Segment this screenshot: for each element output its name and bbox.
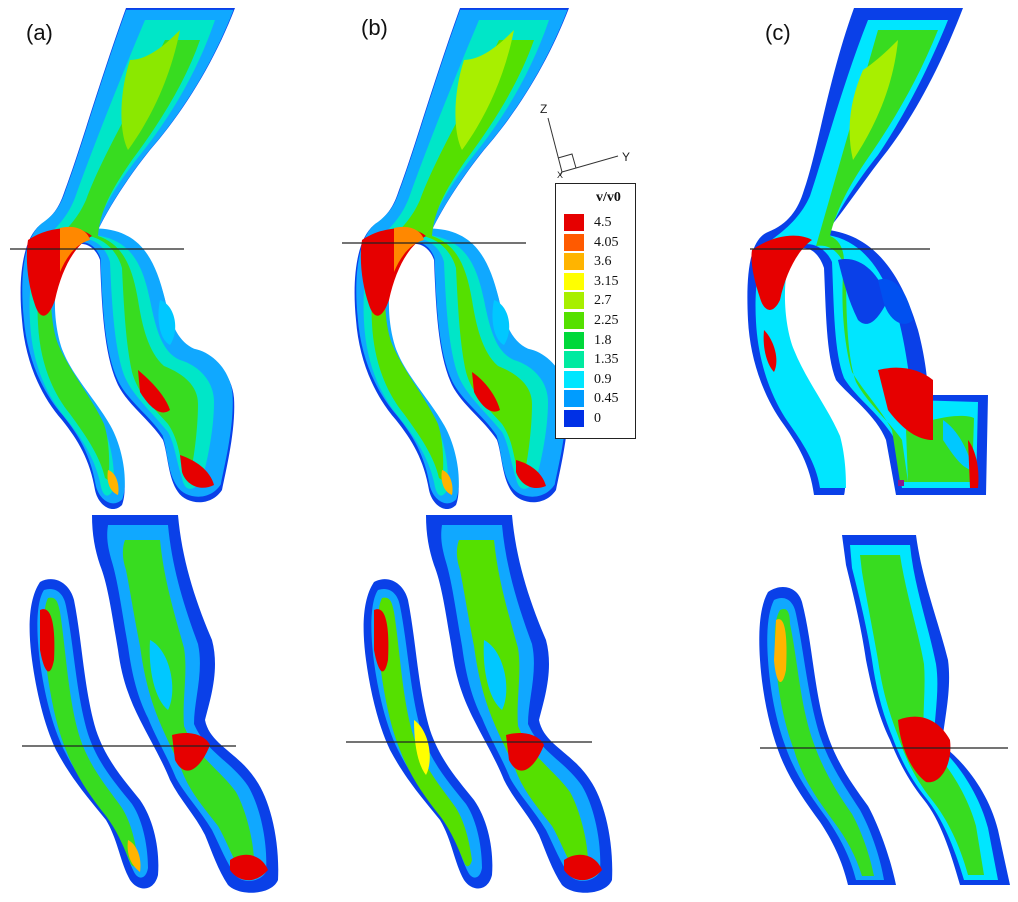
legend-swatch [564, 214, 584, 231]
legend-swatch [564, 331, 584, 349]
legend-title: v/v0 [596, 190, 621, 205]
legend-swatch [564, 410, 584, 427]
panel-label-b: (b) [361, 15, 388, 40]
z-axis-line [547, 117, 563, 173]
legend-value: 1.35 [594, 352, 619, 368]
legend-value: 2.7 [594, 293, 612, 309]
panel-label-c: (c) [765, 20, 791, 45]
colorbar-legend: v/v0 4.5 4.05 3.6 3.15 2.7 2.25 1.8 1.35 0.9 0.45… [555, 183, 636, 439]
legend-swatch [564, 233, 584, 251]
axis-corner-mark [557, 153, 577, 169]
legend-swatch [564, 253, 584, 271]
x-axis-line [559, 171, 563, 177]
z-axis-label: Z [540, 102, 548, 116]
panel-c-upper-contour [747, 8, 988, 495]
axis-triad [547, 117, 619, 177]
legend-level: 4.05 [564, 233, 619, 251]
panel-label-a: (a) [26, 20, 53, 45]
legend-swatch [564, 370, 584, 388]
panel-b-lower-contour [363, 515, 613, 893]
legend-swatch [564, 312, 584, 329]
panel-c-lower-contour [759, 535, 1010, 885]
legend-value: 0.45 [594, 391, 619, 407]
y-axis-label: Y [622, 150, 631, 164]
y-axis-line [561, 155, 619, 173]
legend-value: 4.05 [594, 234, 619, 250]
legend-level: 4.5 [564, 214, 612, 231]
legend-level: 2.7 [564, 292, 612, 310]
legend-level: 1.35 [564, 351, 619, 369]
legend-level: 1.8 [564, 331, 612, 349]
section-lines [10, 242, 1008, 749]
legend-level: 0.9 [564, 370, 612, 388]
legend-swatch [564, 272, 584, 290]
legend-value: 0 [594, 411, 601, 426]
legend-level: 0 [564, 410, 601, 427]
legend-value: 4.5 [594, 215, 612, 230]
legend-value: 3.15 [594, 273, 619, 289]
panel-b-upper-contour [354, 8, 569, 510]
legend-level: 2.25 [564, 312, 619, 329]
x-axis-label: X [557, 170, 564, 180]
legend-level: 3.6 [564, 253, 612, 271]
legend-value: 2.25 [594, 313, 619, 328]
legend-swatch [564, 292, 584, 310]
legend-swatch [564, 351, 584, 369]
legend-level: 3.15 [564, 272, 619, 290]
panel-a-upper-contour [20, 8, 236, 510]
legend-value: 1.8 [594, 332, 612, 348]
legend-value: 0.9 [594, 371, 612, 387]
legend-swatch [564, 390, 584, 408]
panel-a-lower-contour [29, 515, 279, 893]
legend-value: 3.6 [594, 254, 612, 270]
legend-level: 0.45 [564, 390, 619, 408]
